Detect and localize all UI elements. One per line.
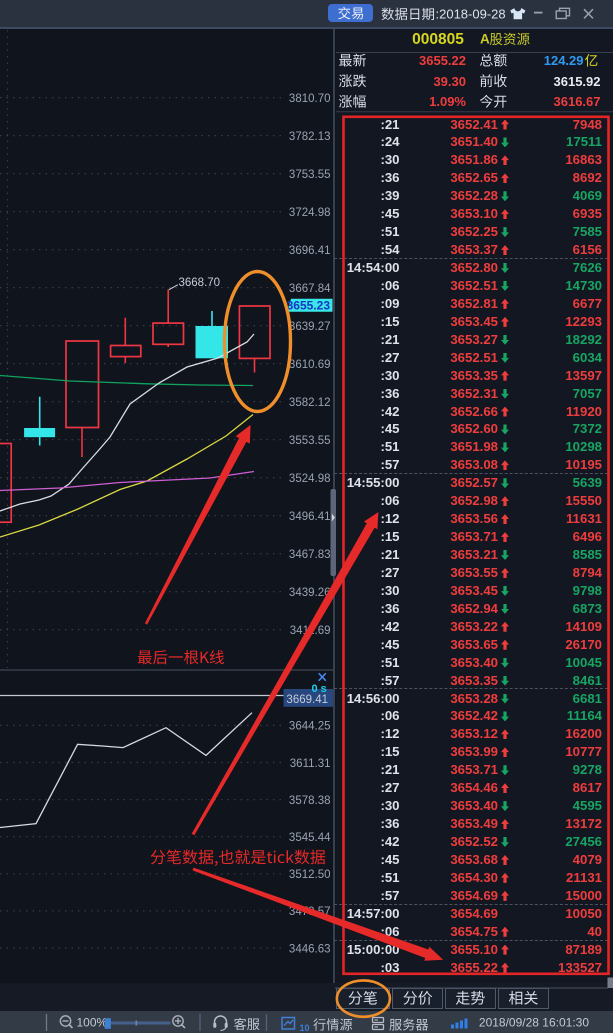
svg-text:3582.12: 3582.12: [289, 397, 331, 409]
svg-text:3578.38: 3578.38: [289, 795, 331, 807]
svg-text:3496.41: 3496.41: [289, 511, 331, 523]
svg-text:3644.25: 3644.25: [289, 721, 331, 733]
svg-text:3669.41: 3669.41: [286, 694, 328, 706]
svg-text:3724.98: 3724.98: [289, 207, 331, 219]
svg-text:3524.98: 3524.98: [289, 473, 331, 485]
svg-text:3782.13: 3782.13: [289, 131, 331, 143]
svg-text:3667.84: 3667.84: [289, 283, 331, 295]
svg-text:3545.44: 3545.44: [289, 832, 331, 844]
svg-text:3696.41: 3696.41: [289, 245, 331, 257]
svg-text:100%: 100%: [77, 1016, 108, 1030]
svg-text:3446.63: 3446.63: [289, 943, 331, 955]
svg-text:2018/09/28 16:01:30: 2018/09/28 16:01:30: [479, 1016, 589, 1030]
svg-text:10: 10: [300, 1023, 310, 1033]
svg-text:A: A: [480, 32, 490, 47]
svg-text:3467.83: 3467.83: [289, 549, 331, 561]
svg-text:3610.69: 3610.69: [289, 359, 331, 371]
svg-text:3439.26: 3439.26: [289, 587, 331, 599]
svg-text:3810.70: 3810.70: [289, 93, 331, 105]
svg-text::2018-09-28: :2018-09-28: [436, 7, 506, 22]
svg-text:3655.23: 3655.23: [287, 298, 331, 312]
svg-text:3753.55: 3753.55: [289, 169, 331, 181]
svg-text:3512.50: 3512.50: [289, 869, 331, 881]
svg-text:3639.27: 3639.27: [289, 321, 331, 333]
svg-text:3668.70: 3668.70: [179, 277, 221, 289]
svg-text:3553.55: 3553.55: [289, 435, 331, 447]
svg-text:3611.31: 3611.31: [290, 758, 331, 770]
svg-text:000805: 000805: [412, 31, 464, 48]
svg-text:0 s: 0 s: [312, 683, 327, 695]
